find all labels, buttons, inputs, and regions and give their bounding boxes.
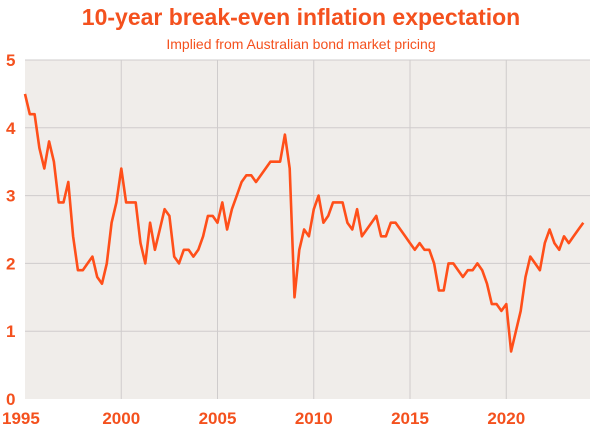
y-tick-label: 0 xyxy=(6,390,15,409)
x-tick-label: 2010 xyxy=(295,409,333,428)
x-tick-label: 2000 xyxy=(102,409,140,428)
y-tick-label: 5 xyxy=(6,51,15,70)
x-tick-label: 2005 xyxy=(199,409,237,428)
y-tick-label: 4 xyxy=(6,119,16,138)
chart-subtitle: Implied from Australian bond market pric… xyxy=(166,36,436,52)
plot-area xyxy=(25,60,590,399)
chart-title: 10-year break-even inflation expectation xyxy=(81,4,521,30)
y-tick-label: 1 xyxy=(6,322,15,341)
y-tick-label: 3 xyxy=(6,187,15,206)
x-tick-label: 2015 xyxy=(391,409,429,428)
series-line xyxy=(23,93,585,353)
x-tick-label: 2020 xyxy=(487,409,525,428)
y-tick-label: 2 xyxy=(6,254,15,273)
x-tick-label: 1995 xyxy=(2,409,40,428)
